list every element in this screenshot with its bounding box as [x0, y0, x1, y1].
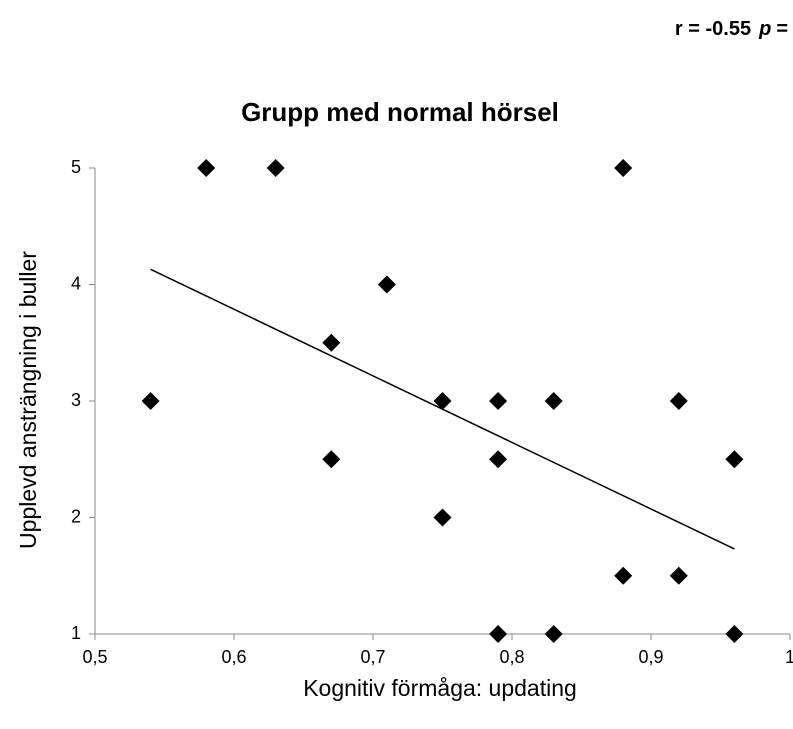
annotation-r: r = -0.55 [675, 18, 751, 40]
annotation: r = -0.55 p = [675, 18, 788, 40]
point [141, 392, 160, 410]
y-tick-label: 4 [71, 273, 81, 293]
y-tick-label: 3 [71, 390, 81, 410]
annotation-eq: = [776, 18, 788, 40]
point [614, 566, 633, 585]
annotation-p: p [758, 18, 771, 40]
point [489, 450, 508, 469]
point [489, 392, 508, 410]
x-tick-label: 0,8 [499, 647, 524, 667]
x-tick-label: 0,6 [221, 647, 246, 667]
y-tick-label: 2 [71, 506, 81, 526]
point [266, 159, 285, 177]
y-tick-label: 5 [71, 157, 81, 177]
point [433, 508, 452, 527]
point [669, 392, 688, 410]
point [614, 159, 633, 177]
point [433, 392, 452, 410]
point [669, 566, 688, 585]
point [377, 275, 396, 294]
point [489, 625, 508, 643]
x-tick-label: 0,7 [360, 647, 385, 667]
chart-title: Grupp med normal hörsel [241, 97, 559, 127]
point [197, 159, 216, 177]
x-tick-label: 0,9 [638, 647, 663, 667]
point [544, 625, 563, 643]
point [725, 625, 744, 643]
x-tick-label: 1 [785, 647, 793, 667]
point [544, 392, 563, 410]
point [322, 450, 341, 469]
y-tick-label: 1 [71, 623, 81, 643]
y-axis-label: Upplevd ansträngning i buller [15, 251, 41, 549]
x-axis-label: Kognitiv förmåga: updating [303, 675, 577, 701]
point [725, 450, 744, 469]
x-tick-label: 0,5 [82, 647, 107, 667]
point [322, 333, 341, 352]
